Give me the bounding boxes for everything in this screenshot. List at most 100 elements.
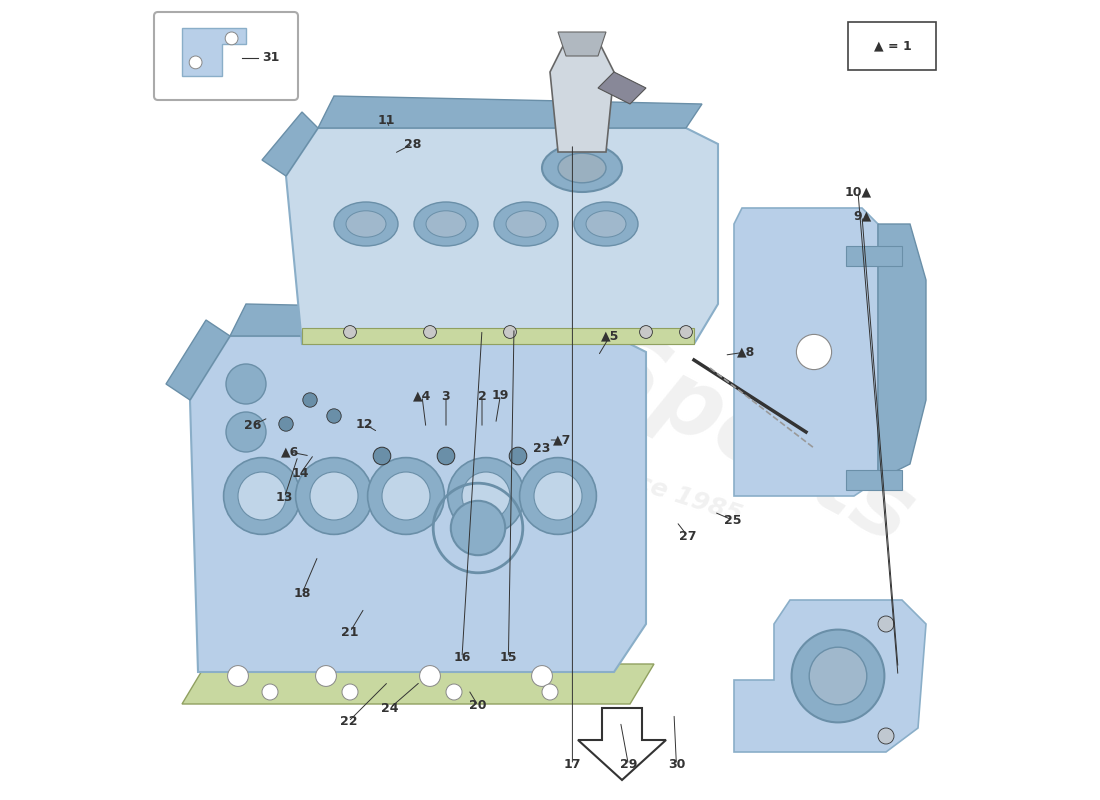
Text: 2: 2: [477, 390, 486, 402]
Ellipse shape: [586, 210, 626, 238]
Polygon shape: [734, 600, 926, 752]
Polygon shape: [262, 112, 318, 176]
Text: 10▲: 10▲: [845, 186, 871, 198]
Polygon shape: [166, 320, 230, 400]
Text: 16: 16: [453, 651, 471, 664]
Text: 28: 28: [404, 138, 421, 150]
Bar: [846, 246, 902, 266]
Circle shape: [238, 472, 286, 520]
Text: 17: 17: [563, 758, 581, 771]
Circle shape: [189, 56, 202, 69]
Text: ▲8: ▲8: [737, 346, 755, 358]
Polygon shape: [550, 40, 614, 152]
Text: 15: 15: [499, 651, 517, 664]
Text: ▲6: ▲6: [280, 446, 299, 458]
Circle shape: [226, 364, 266, 404]
Polygon shape: [558, 32, 606, 56]
Text: 19: 19: [492, 389, 509, 402]
Text: ▲4: ▲4: [412, 390, 431, 402]
Text: 20: 20: [470, 699, 486, 712]
Text: 24: 24: [382, 702, 398, 714]
Polygon shape: [318, 96, 702, 128]
Text: ▲7: ▲7: [553, 434, 571, 446]
Text: 31: 31: [262, 51, 279, 64]
FancyBboxPatch shape: [848, 22, 936, 70]
Text: 18: 18: [294, 587, 310, 600]
Text: 30: 30: [668, 758, 685, 771]
Text: 13: 13: [276, 491, 293, 504]
Bar: [846, 470, 902, 490]
Polygon shape: [182, 664, 654, 704]
Ellipse shape: [334, 202, 398, 246]
Text: parts since 1985: parts since 1985: [515, 433, 745, 527]
Polygon shape: [878, 224, 926, 480]
Circle shape: [810, 647, 867, 705]
Circle shape: [448, 458, 525, 534]
Text: 9▲: 9▲: [852, 210, 871, 222]
Text: 26: 26: [244, 419, 261, 432]
Text: 22: 22: [340, 715, 358, 728]
Circle shape: [367, 458, 444, 534]
Circle shape: [878, 616, 894, 632]
Text: 14: 14: [292, 467, 309, 480]
Circle shape: [519, 458, 596, 534]
Circle shape: [226, 32, 238, 45]
Circle shape: [680, 326, 692, 338]
Text: 29: 29: [619, 758, 637, 771]
Text: EuroSports: EuroSports: [363, 205, 928, 563]
Text: 11: 11: [377, 114, 395, 126]
Circle shape: [278, 417, 294, 431]
Circle shape: [792, 630, 884, 722]
Text: 27: 27: [679, 530, 696, 542]
Polygon shape: [286, 128, 718, 344]
Text: ▲ = 1: ▲ = 1: [873, 40, 911, 53]
Ellipse shape: [506, 210, 546, 238]
Circle shape: [437, 447, 454, 465]
FancyBboxPatch shape: [154, 12, 298, 100]
Polygon shape: [182, 28, 246, 76]
Circle shape: [223, 458, 300, 534]
Polygon shape: [230, 304, 630, 336]
Polygon shape: [302, 328, 694, 344]
Text: 3: 3: [442, 390, 450, 402]
Polygon shape: [598, 72, 646, 104]
Circle shape: [542, 684, 558, 700]
Text: 12: 12: [355, 418, 373, 430]
Circle shape: [531, 666, 552, 686]
Ellipse shape: [426, 210, 466, 238]
Circle shape: [342, 684, 358, 700]
Ellipse shape: [494, 202, 558, 246]
Ellipse shape: [574, 202, 638, 246]
Circle shape: [462, 472, 510, 520]
Circle shape: [451, 501, 505, 555]
Circle shape: [504, 326, 516, 338]
Circle shape: [226, 412, 266, 452]
Ellipse shape: [346, 210, 386, 238]
Polygon shape: [734, 208, 878, 496]
Circle shape: [509, 447, 527, 465]
Circle shape: [446, 684, 462, 700]
Polygon shape: [190, 336, 646, 672]
Circle shape: [228, 666, 249, 686]
Circle shape: [373, 447, 390, 465]
Circle shape: [262, 684, 278, 700]
Ellipse shape: [414, 202, 478, 246]
Circle shape: [639, 326, 652, 338]
Text: ▲5: ▲5: [601, 330, 619, 342]
Circle shape: [302, 393, 317, 407]
Text: 25: 25: [724, 514, 741, 526]
Circle shape: [419, 666, 440, 686]
Circle shape: [343, 326, 356, 338]
Circle shape: [424, 326, 437, 338]
Circle shape: [316, 666, 337, 686]
Circle shape: [382, 472, 430, 520]
Circle shape: [796, 334, 832, 370]
Circle shape: [296, 458, 373, 534]
Ellipse shape: [558, 154, 606, 182]
Ellipse shape: [542, 144, 621, 192]
Circle shape: [310, 472, 358, 520]
Polygon shape: [578, 708, 666, 780]
Circle shape: [878, 728, 894, 744]
Text: 23: 23: [534, 442, 551, 454]
Circle shape: [327, 409, 341, 423]
